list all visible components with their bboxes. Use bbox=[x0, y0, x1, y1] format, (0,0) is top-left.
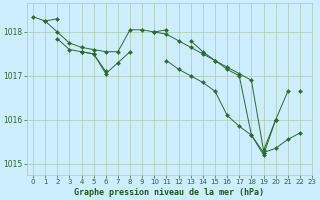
X-axis label: Graphe pression niveau de la mer (hPa): Graphe pression niveau de la mer (hPa) bbox=[75, 188, 265, 197]
